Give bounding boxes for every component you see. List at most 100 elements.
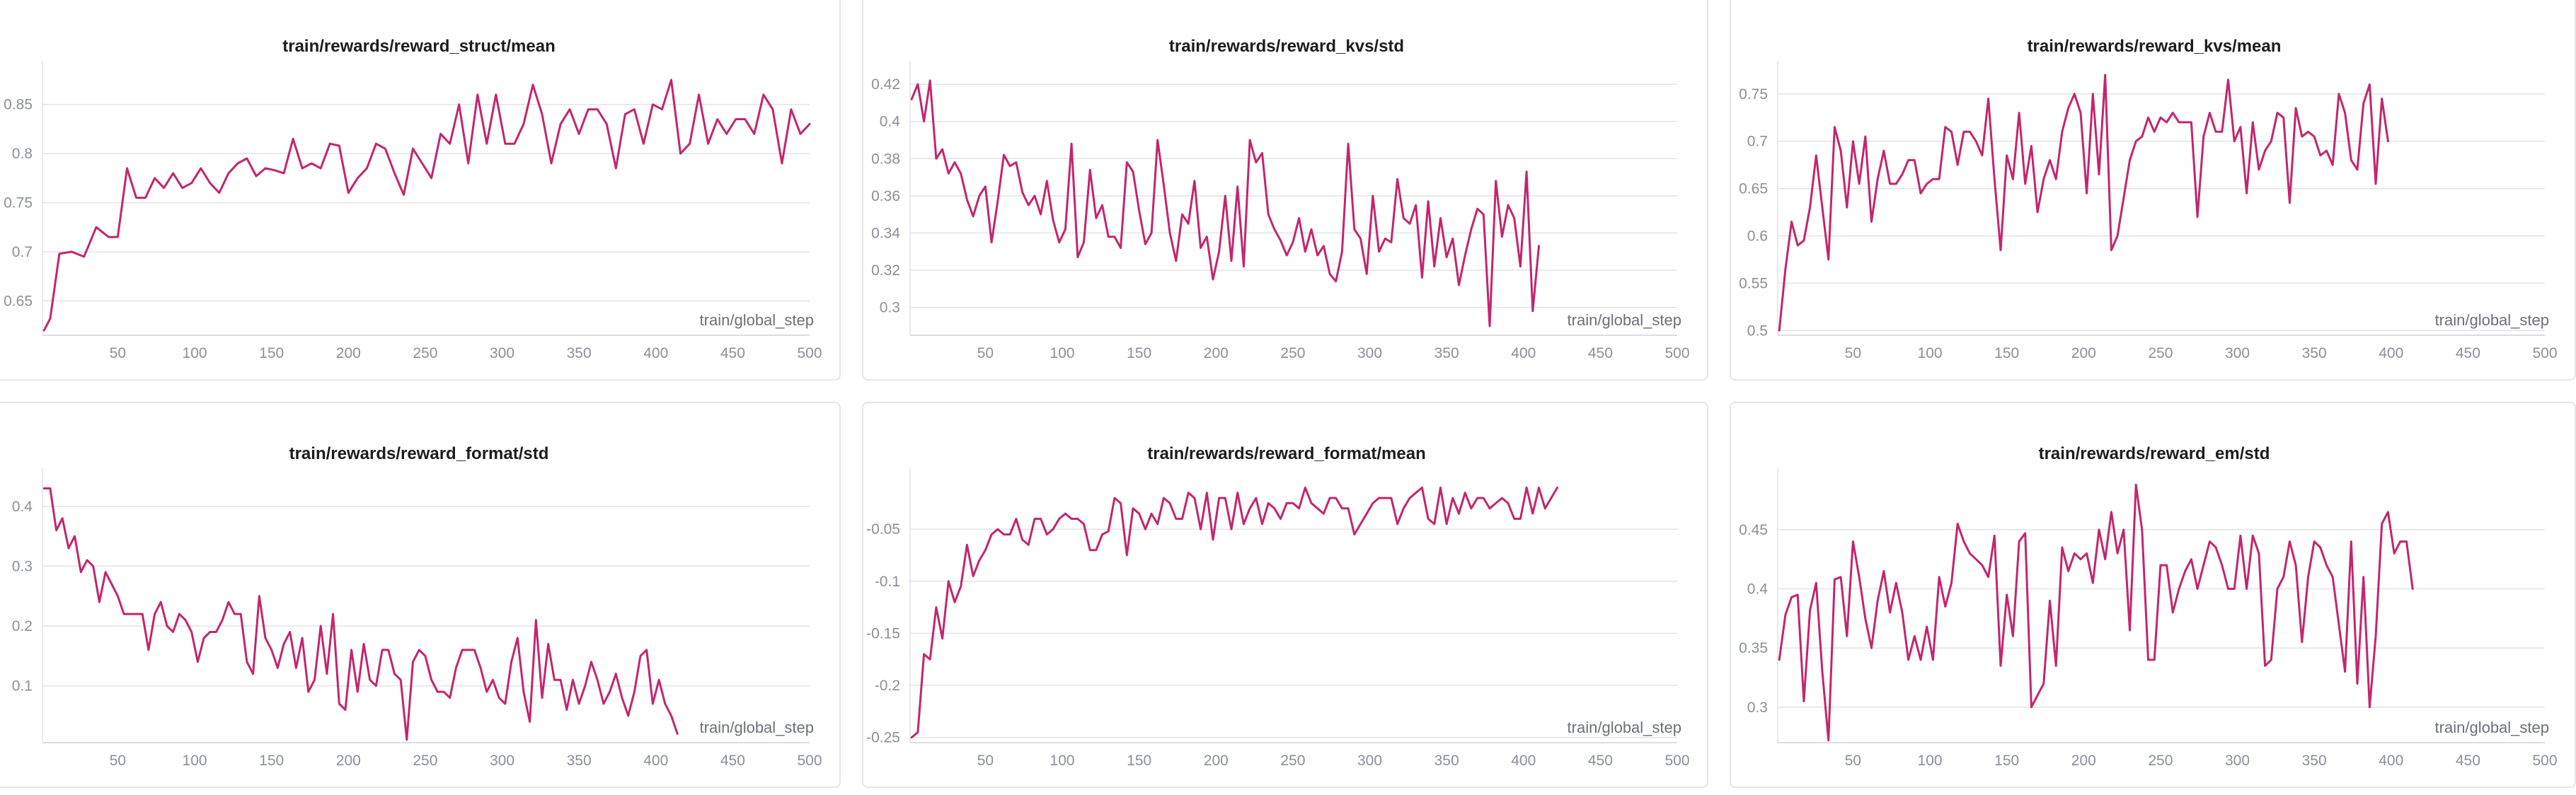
y-tick-label: 0.85: [4, 97, 33, 113]
y-tick-label: 0.75: [4, 195, 33, 211]
y-tick-label: 0.4: [12, 499, 33, 515]
line-chart-reward-struct-mean: train/rewards/reward_struct/mean 0.65 0.7 0…: [4, 37, 822, 361]
x-tick-label: 350: [2302, 345, 2327, 361]
x-tick-label: 50: [110, 345, 126, 361]
x-tick-label: 500: [2532, 753, 2557, 769]
series-line-reward-format-mean: [910, 486, 1559, 739]
y-tick-label: 0.55: [1739, 275, 1768, 291]
chart-title-reward-format-mean: train/rewards/reward_format/mean: [1147, 444, 1425, 463]
y-tick-label: 0.36: [871, 188, 900, 204]
y-tick-label: 0.35: [1739, 640, 1768, 656]
y-tick-label: 0.75: [1739, 86, 1768, 103]
x-tick-label: 100: [1918, 753, 1943, 769]
y-tick-label: 0.32: [871, 262, 900, 279]
x-tick-label: 250: [413, 345, 437, 361]
series-line-reward-kvs-std: [910, 79, 1540, 327]
line-chart-reward-format-std: train/rewards/reward_format/std 0.1 0.2 0.3…: [12, 444, 822, 769]
x-tick-label: 250: [1280, 345, 1305, 361]
x-tick-label: 500: [2532, 345, 2557, 361]
x-axis-label: train/global_step: [2435, 719, 2549, 736]
x-tick-label: 400: [643, 345, 668, 361]
x-tick-label: 450: [720, 345, 745, 361]
x-tick-label: 450: [2456, 753, 2480, 769]
y-tick-label: 0.38: [871, 151, 900, 167]
y-tick-label: 0.7: [12, 244, 33, 260]
x-tick-label: 50: [977, 345, 994, 361]
chart-title-reward-em-std: train/rewards/reward_em/std: [2039, 444, 2270, 463]
y-tick-label: 0.6: [1747, 228, 1768, 244]
y-tick-label: 0.42: [871, 76, 900, 93]
x-tick-label: 250: [2148, 753, 2173, 769]
y-tick-label: 0.2: [12, 618, 33, 634]
x-tick-label: 200: [1204, 345, 1229, 361]
x-tick-label: 150: [1127, 345, 1151, 361]
x-tick-label: 50: [110, 753, 126, 769]
x-tick-label: 150: [1994, 753, 2019, 769]
x-tick-label: 300: [2225, 753, 2250, 769]
y-tick-label: 0.5: [1747, 323, 1768, 339]
x-tick-label: 200: [2071, 345, 2096, 361]
y-tick-label: 0.1: [12, 678, 33, 695]
y-tick-label: -0.2: [875, 678, 900, 694]
y-tick-label: 0.4: [1747, 581, 1769, 598]
x-tick-label: 450: [1588, 753, 1613, 769]
chart-panel-reward-format-std: train/rewards/reward_format/std 0.1 0.2 0.3…: [0, 402, 841, 788]
chart-title-reward-kvs-mean: train/rewards/reward_kvs/mean: [2028, 37, 2282, 56]
x-tick-label: 250: [1280, 753, 1305, 769]
chart-title-reward-format-std: train/rewards/reward_format/std: [289, 444, 549, 463]
x-tick-label: 150: [259, 753, 284, 769]
y-tick-label: 0.34: [871, 225, 900, 241]
y-tick-label: -0.15: [866, 625, 900, 642]
chart-title-reward-kvs-std: train/rewards/reward_kvs/std: [1169, 37, 1404, 56]
x-tick-label: 50: [1845, 345, 1861, 361]
x-tick-label: 350: [2302, 753, 2327, 769]
line-chart-reward-kvs-std: train/rewards/reward_kvs/std 0.3 0.32 0.34 0…: [871, 37, 1689, 361]
x-tick-label: 500: [797, 753, 822, 769]
x-tick-label: 350: [567, 753, 592, 769]
x-tick-label: 350: [567, 345, 592, 361]
x-tick-label: 400: [2379, 345, 2403, 361]
chart-title-reward-struct-mean: train/rewards/reward_struct/mean: [282, 37, 556, 56]
x-tick-label: 400: [1511, 345, 1536, 361]
line-chart-reward-format-mean: train/rewards/reward_format/mean -0.25 -0.…: [866, 444, 1689, 769]
line-chart-reward-em-std: train/rewards/reward_em/std 0.3 0.35 0.4 0.4…: [1739, 444, 2557, 769]
y-tick-label: -0.25: [866, 730, 900, 746]
x-axis-label: train/global_step: [700, 311, 814, 329]
x-tick-label: 300: [490, 753, 514, 769]
y-tick-label: -0.05: [866, 521, 900, 538]
y-tick-label: -0.1: [875, 574, 900, 590]
y-tick-label: 0.3: [1747, 700, 1768, 716]
x-tick-label: 300: [2225, 345, 2250, 361]
x-tick-label: 150: [1127, 753, 1151, 769]
x-tick-label: 200: [2071, 753, 2096, 769]
y-tick-label: 0.3: [880, 300, 900, 316]
series-line-reward-em-std: [1778, 483, 2414, 742]
chart-panel-reward-kvs-std: train/rewards/reward_kvs/std 0.3 0.32 0.34 0…: [862, 0, 1708, 381]
x-tick-label: 300: [490, 345, 514, 361]
y-tick-label: 0.65: [1739, 181, 1768, 197]
x-tick-label: 200: [1204, 753, 1229, 769]
x-axis-label: train/global_step: [700, 719, 814, 736]
x-tick-label: 400: [1511, 753, 1536, 769]
x-tick-label: 100: [1918, 345, 1943, 361]
x-tick-label: 200: [336, 753, 361, 769]
x-axis-label: train/global_step: [1568, 719, 1681, 736]
x-tick-label: 100: [183, 753, 207, 769]
x-tick-label: 150: [1994, 345, 2019, 361]
chart-panel-reward-em-std: train/rewards/reward_em/std 0.3 0.35 0.4 0.4…: [1730, 402, 2576, 788]
x-tick-label: 350: [1434, 345, 1459, 361]
x-tick-label: 100: [183, 345, 207, 361]
chart-panel-reward-struct-mean: train/rewards/reward_struct/mean 0.65 0.7 0…: [0, 0, 841, 381]
x-tick-label: 300: [1357, 345, 1382, 361]
series-line-reward-format-std: [42, 487, 679, 741]
x-tick-label: 350: [1434, 753, 1459, 769]
x-tick-label: 450: [2456, 345, 2480, 361]
x-tick-label: 150: [259, 345, 284, 361]
series-line-reward-kvs-mean: [1778, 74, 2389, 332]
x-tick-label: 250: [2148, 345, 2173, 361]
chart-panel-reward-format-mean: train/rewards/reward_format/mean -0.25 -0.…: [862, 402, 1708, 788]
x-tick-label: 500: [1664, 345, 1689, 361]
x-tick-label: 400: [643, 753, 668, 769]
series-line-reward-struct-mean: [42, 79, 811, 332]
x-tick-label: 450: [1588, 345, 1613, 361]
